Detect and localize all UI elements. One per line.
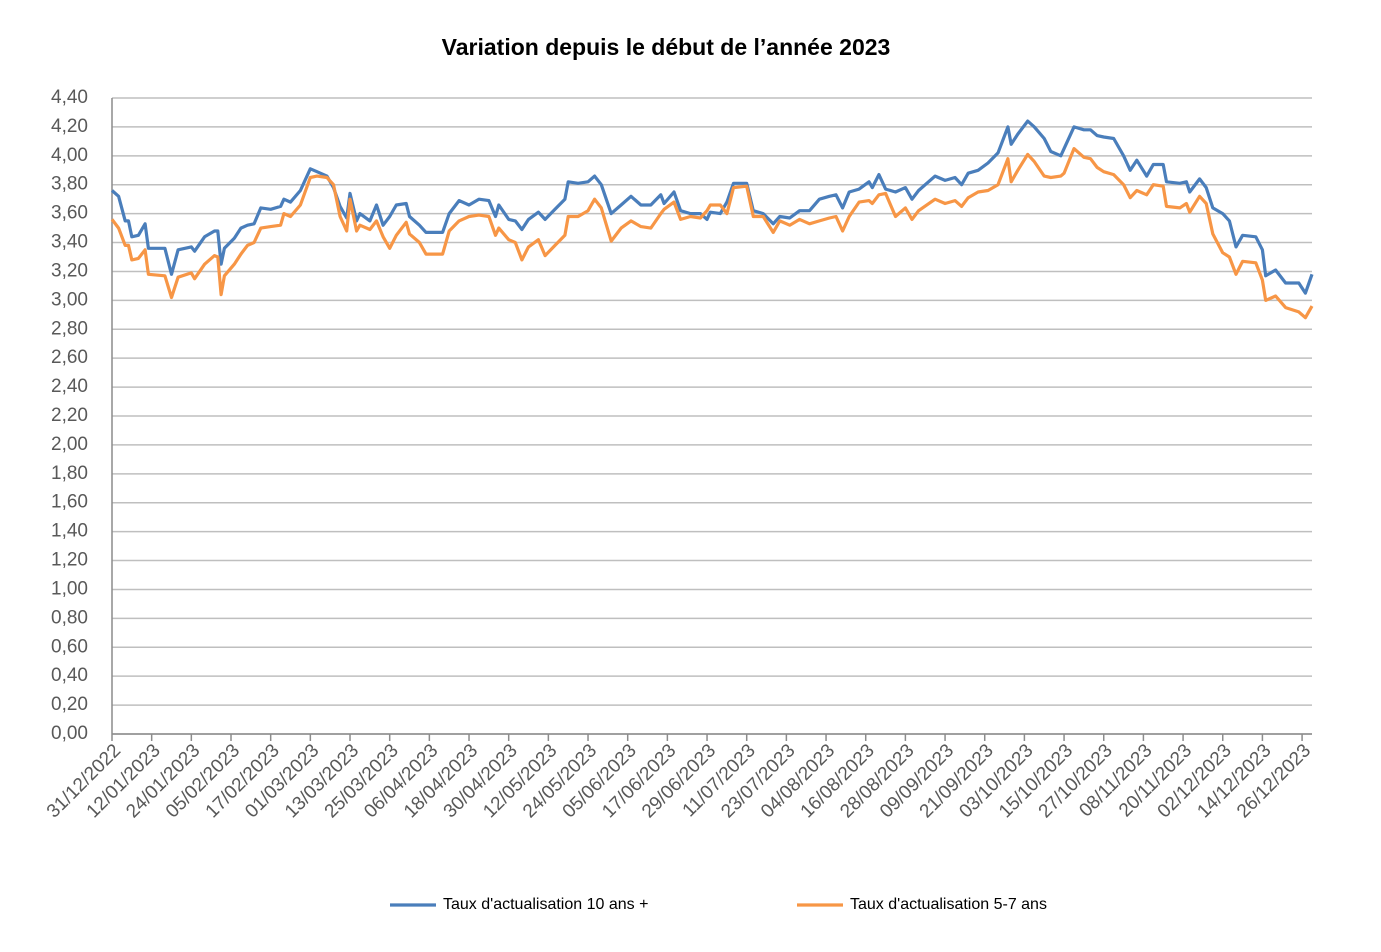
y-tick-label: 1,60 bbox=[51, 492, 88, 513]
legend-label: Taux d'actualisation 5-7 ans bbox=[850, 896, 1047, 913]
y-tick-label: 2,20 bbox=[51, 405, 88, 426]
y-tick-label: 3,40 bbox=[51, 232, 88, 253]
y-tick-label: 2,60 bbox=[51, 347, 88, 368]
y-tick-label: 2,80 bbox=[51, 318, 88, 339]
y-tick-label: 1,00 bbox=[51, 578, 88, 599]
y-tick-label: 2,40 bbox=[51, 376, 88, 397]
y-tick-label: 3,00 bbox=[51, 289, 88, 310]
y-tick-label: 0,80 bbox=[51, 607, 88, 628]
y-tick-label: 3,80 bbox=[51, 174, 88, 195]
y-tick-label: 0,60 bbox=[51, 636, 88, 657]
chart-title: Variation depuis le début de l’année 202… bbox=[442, 34, 891, 60]
y-tick-label: 4,00 bbox=[51, 145, 88, 166]
y-tick-label: 4,40 bbox=[51, 87, 88, 108]
y-tick-label: 4,20 bbox=[51, 116, 88, 137]
y-tick-label: 3,60 bbox=[51, 203, 88, 224]
y-tick-label: 1,80 bbox=[51, 463, 88, 484]
y-tick-label: 2,00 bbox=[51, 434, 88, 455]
y-tick-label: 1,20 bbox=[51, 550, 88, 571]
y-tick-label: 0,40 bbox=[51, 665, 88, 686]
y-tick-label: 0,00 bbox=[51, 723, 88, 744]
legend-label: Taux d'actualisation 10 ans + bbox=[443, 896, 648, 913]
y-tick-label: 1,40 bbox=[51, 521, 88, 542]
series-line bbox=[110, 119, 1314, 295]
y-tick-label: 0,20 bbox=[51, 694, 88, 715]
series-line bbox=[110, 147, 1314, 320]
y-tick-label: 3,20 bbox=[51, 260, 88, 281]
